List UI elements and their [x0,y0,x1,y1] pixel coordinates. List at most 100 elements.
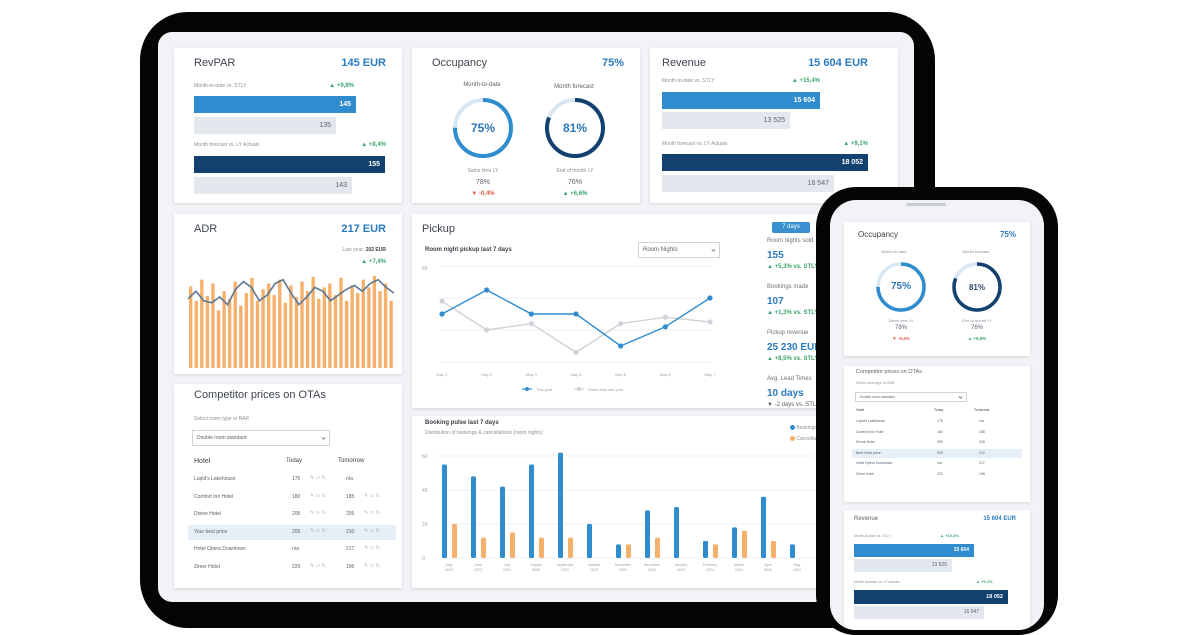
hotel-name: Hotel Opera Downtown [856,461,893,465]
forecast-ring-progress [952,262,1002,312]
card-title: Occupancy [432,57,488,69]
phone-screen: Occupancy 75% Month-to-date Month foreca… [830,200,1044,630]
ota-icons[interactable]: ✎ ▭ ↻ [364,545,380,551]
legend-last-year-marker [577,387,581,391]
forecast-ring-chart [952,262,1002,312]
mtd-change: ▼ -0,4% [471,191,495,197]
mtd-current-bar: 15 604 [854,544,974,557]
today-price: 180 [292,493,301,500]
x-tick-label: 2024 [706,568,714,572]
card-value: 217 EUR [341,223,386,235]
this-year-point [439,311,445,317]
last-year-point [662,314,668,320]
x-tick-label: 2023 [445,568,453,572]
x-tick-label: 2024 [793,568,801,572]
ota-icons[interactable]: ✎ ▭ ↻ [310,492,326,499]
phone-revenue-card[interactable]: Revenue 15 604 EUR Month-to-date vs. STL… [844,510,1030,630]
forecast-sub-label: End of month LY [556,168,594,174]
stat-value: 155 [767,250,784,261]
today-price: 175 [937,419,943,423]
occupancy-card[interactable]: Occupancy 75% Month-to-date Month foreca… [412,48,640,203]
adr-bar [361,279,365,368]
y-tick-label: 60 [422,454,428,460]
mtd-current-bar: 145 [194,96,356,113]
ota-icons[interactable]: ✎ ▭ ↻ [310,475,326,481]
x-tick-label: September [556,563,574,567]
y-tick-label: 40 [422,488,428,494]
ota-icons[interactable]: ✎ ▭ ↻ [364,562,380,569]
this-year-point [528,311,534,317]
room-type-select[interactable]: Double room standard [855,392,967,402]
x-tick-label: 2023 [503,568,511,572]
bookings-bar [761,496,766,558]
forecast-title: Month forecast [554,84,594,90]
adr-bar [305,291,310,368]
ota-icons[interactable]: ✎ ▭ ↻ [310,510,326,516]
stat-change: ▲ +8,5% vs. STLY [767,356,819,362]
today-price: 205 [292,528,301,535]
phone-competitor-card[interactable]: Competitor prices on OTAs Select room ty… [844,366,1030,502]
card-title: Occupancy [858,230,899,239]
hotel-name: Comfort Inn Hotel [194,493,234,500]
forecast-change: ▲ +9,1% [843,141,868,147]
adr-bar [289,285,293,368]
metric-select[interactable]: Room Nights [638,242,720,258]
mtd-ly-value: 78% [475,179,490,186]
hotel-name: Divine Hotel [856,440,875,444]
cancellations-bar [655,537,660,558]
mtd-ring-value: 75% [890,281,911,292]
ota-icons[interactable]: ✎ ▭ ↻ [364,510,380,516]
card-title: Competitor prices on OTAs [856,369,922,375]
ota-icons[interactable]: ✎ ▭ ↻ [310,527,326,534]
card-title: Revenue [662,57,707,69]
mtd-ring-value: 75% [470,121,496,135]
revenue-card[interactable]: Revenue 15 604 EUR Month-to-date vs. STL… [650,48,898,203]
ota-icons[interactable]: ✎ ▭ ↻ [364,492,380,499]
forecast-change: ▲ +8,4% [361,142,386,148]
ota-icons[interactable]: ✎ ▭ ↻ [364,527,380,534]
this-year-point [484,287,490,293]
col-hotel: Hotel [856,408,865,412]
row-highlight [852,448,1022,458]
ota-icons[interactable]: ✎ ▭ ↻ [310,562,326,569]
phone-occupancy-card[interactable]: Occupancy 75% Month-to-date Month foreca… [844,222,1030,356]
range-button[interactable]: 7 days [772,222,810,233]
booking-pulse-title: Booking pulse last 7 days [425,420,499,426]
x-tick-label: October [588,563,602,567]
col-today: Today [934,408,944,412]
adr-card[interactable]: ADR 217 EUR Last year: 202 EUR ▲ +7,4% [174,214,402,374]
pickup-chart-title: Room night pickup last 7 days [425,247,512,253]
x-tick-label: May 7 [705,372,717,377]
today-price: 180 [937,429,943,434]
x-tick-label: July [504,563,511,567]
card-value: 15 604 EUR [983,516,1016,522]
last-year-point [439,298,445,304]
legend-this-year-label: This year [536,387,553,392]
mtd-ring-progress [876,262,926,312]
revpar-card[interactable]: RevPAR 145 EUR Month-to-date vs. STLY ▲ … [174,48,402,203]
tomorrow-price: n/a [346,476,353,482]
card-value: 75% [601,57,624,69]
x-tick-label: February [703,563,718,567]
mtd-change: ▲ +15,4% [791,78,820,84]
mtd-sub-label: Same time LY [467,168,499,174]
bookings-bar [732,527,737,558]
mtd-current-bar: 15 604 [662,92,820,109]
hotel-name: Comfort Inn Hotel [856,429,884,434]
forecast-ring-progress [545,98,605,158]
x-tick-label: 2023 [648,568,656,572]
x-tick-label: 2023 [619,568,627,572]
adr-trend-line [188,278,394,306]
x-tick-label: 2023 [561,568,569,572]
adr-change: ▲ +7,4% [361,259,386,265]
room-type-select[interactable]: Double room standard [192,430,330,446]
competitor-card[interactable]: Competitor prices on OTAs Select room ty… [174,384,402,588]
hotel-name: Zimer Hotel [856,471,875,476]
last-year-point [707,319,713,325]
last-year-point [618,321,624,327]
tomorrow-price: 217 [346,546,355,552]
today-price: n/a [292,546,299,552]
mtd-previous-bar: 13 525 [662,112,790,129]
booking-pulse-subtitle: Distribution of bookings & cancellations… [425,430,543,436]
col-hotel: Hotel [194,458,211,465]
